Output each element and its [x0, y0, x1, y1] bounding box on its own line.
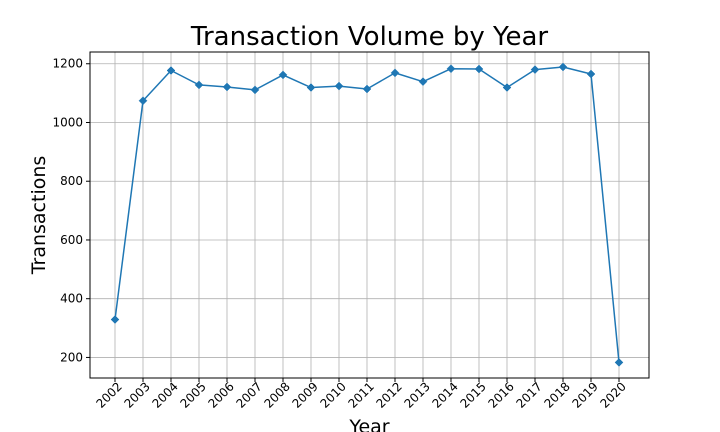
- y-tick-label: 600: [60, 233, 83, 247]
- y-tick-label: 1200: [52, 57, 83, 71]
- data-point: [362, 84, 372, 94]
- data-point: [418, 77, 428, 87]
- gridlines: [90, 52, 649, 378]
- data-point: [586, 69, 596, 79]
- y-tick-label: 400: [60, 292, 83, 306]
- axes: [86, 51, 650, 382]
- x-axis-label: Year: [348, 416, 389, 432]
- y-tick-label: 1000: [52, 115, 83, 129]
- y-axis-label: Transactions: [28, 156, 50, 276]
- data-point: [614, 358, 624, 367]
- y-tick-label: 200: [60, 350, 83, 364]
- data-point: [222, 82, 232, 92]
- plot-area: [110, 62, 624, 367]
- y-tick-label: 800: [60, 174, 83, 188]
- data-point: [530, 65, 540, 74]
- data-point: [502, 83, 512, 92]
- data-point: [306, 83, 316, 92]
- data-point: [110, 315, 120, 324]
- data-point: [278, 70, 288, 80]
- data-point: [558, 62, 568, 72]
- data-point: [138, 96, 148, 106]
- data-point: [166, 66, 176, 75]
- data-point: [390, 68, 400, 78]
- data-point: [334, 81, 344, 91]
- data-point: [194, 80, 204, 90]
- data-point: [474, 64, 484, 74]
- data-point: [250, 85, 260, 95]
- plot-frame: [89, 51, 650, 379]
- data-point: [446, 64, 456, 74]
- chart-title: Transaction Volume by Year: [190, 22, 548, 52]
